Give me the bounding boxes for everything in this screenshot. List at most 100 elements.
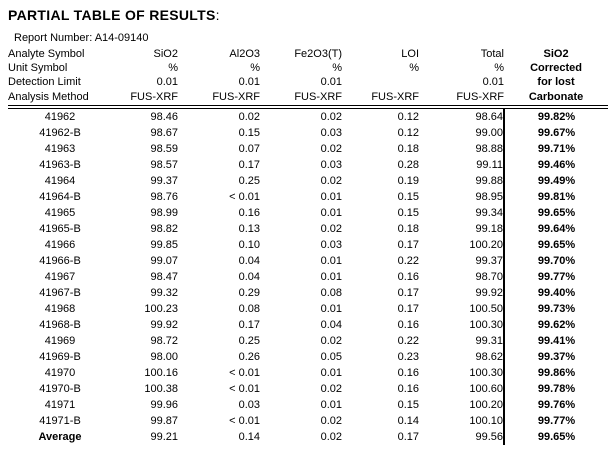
sio2-corrected-value: 99.77% — [502, 269, 609, 285]
fe2o3-value: 0.01 — [320, 270, 342, 283]
fe2o3-value: 0.02 — [320, 142, 342, 155]
table-row: 41969-B 98.00 0.26 0.05 0.23 98.62 99.37… — [8, 349, 609, 365]
fe2o3-value: 0.03 — [320, 238, 342, 251]
sample-id: 41963 — [44, 142, 76, 155]
sample-id: 41964 — [44, 174, 76, 187]
sample-id: 41969-B — [39, 350, 81, 363]
loi-value: 0.16 — [397, 366, 419, 379]
al2o3-value: 0.17 — [238, 158, 260, 171]
loi-value: 0.17 — [397, 430, 419, 443]
loi-value: 0.15 — [397, 206, 419, 219]
unit-al2o3: % — [250, 61, 260, 74]
table-row: 41967 98.47 0.04 0.01 0.16 98.70 99.77% — [8, 269, 609, 285]
sio2-corrected-value: 99.67% — [502, 125, 609, 141]
total-value: 98.64 — [475, 110, 503, 123]
total-value: 99.37 — [475, 254, 503, 267]
loi-value: 0.22 — [397, 254, 419, 267]
table-row: 41964-B 98.76 < 0.01 0.01 0.15 98.95 99.… — [8, 189, 609, 205]
sio2-corrected-value: 99.40% — [502, 285, 609, 301]
results-table: Report Number: A14-09140 Analyte Symbol … — [8, 30, 609, 445]
sample-id: 41962-B — [39, 126, 81, 139]
table-row: 41968-B 99.92 0.17 0.04 0.16 100.30 99.6… — [8, 317, 609, 333]
analyte-loi: LOI — [401, 47, 419, 60]
limit-sio2: 0.01 — [156, 75, 178, 88]
table-row: 41963-B 98.57 0.17 0.03 0.28 99.11 99.46… — [8, 157, 609, 173]
sio2-value: 98.72 — [150, 334, 178, 347]
al2o3-value: 0.14 — [238, 430, 260, 443]
unit-loi: % — [409, 61, 419, 74]
sio2-corrected-value: 99.73% — [502, 301, 609, 317]
sio2-corrected-value: 99.65% — [502, 429, 609, 445]
sio2-value: 99.92 — [150, 318, 178, 331]
al2o3-value: < 0.01 — [229, 414, 260, 427]
header-row-analyte-symbol: Analyte Symbol SiO2 Al2O3 Fe2O3(T) LOI T… — [8, 47, 608, 61]
al2o3-value: 0.26 — [238, 350, 260, 363]
total-value: 100.50 — [469, 302, 503, 315]
sample-id: 41970-B — [39, 382, 81, 395]
total-value: 98.88 — [475, 142, 503, 155]
al2o3-value: 0.16 — [238, 206, 260, 219]
al2o3-value: 0.25 — [238, 174, 260, 187]
sio2-value: 99.32 — [150, 286, 178, 299]
fe2o3-value: 0.02 — [320, 414, 342, 427]
total-value: 100.20 — [469, 238, 503, 251]
sio2-corrected-value: 99.49% — [502, 173, 609, 189]
table-row: 41970 100.16 < 0.01 0.01 0.16 100.30 99.… — [8, 365, 609, 381]
total-value: 98.95 — [475, 190, 503, 203]
loi-value: 0.17 — [397, 238, 419, 251]
header-row-analysis-method: Analysis Method FUS-XRF FUS-XRF FUS-XRF … — [8, 89, 609, 109]
total-value: 100.30 — [469, 318, 503, 331]
loi-value: 0.15 — [397, 190, 419, 203]
fe2o3-value: 0.01 — [320, 206, 342, 219]
sio2-value: 98.99 — [150, 206, 178, 219]
sio2-corrected-value: 99.41% — [502, 333, 609, 349]
sio2-corrected-value: 99.76% — [502, 397, 609, 413]
limit-al2o3: 0.01 — [238, 75, 260, 88]
sample-id: 41963-B — [39, 158, 81, 171]
sample-id: 41966-B — [39, 254, 81, 267]
table-row: 41966-B 99.07 0.04 0.01 0.22 99.37 99.70… — [8, 253, 609, 269]
loi-value: 0.22 — [397, 334, 419, 347]
total-value: 100.20 — [469, 398, 503, 411]
al2o3-value: 0.04 — [238, 254, 260, 267]
loi-value: 0.28 — [397, 158, 419, 171]
total-value: 99.00 — [475, 126, 503, 139]
sio2-corrected-value: 99.37% — [502, 349, 609, 365]
sample-id: 41971-B — [39, 414, 81, 427]
sio2-corrected-value: 99.77% — [502, 413, 609, 429]
al2o3-value: < 0.01 — [229, 190, 260, 203]
sample-id: 41964-B — [39, 190, 81, 203]
header-label-detection-limit: Detection Limit — [8, 75, 81, 88]
table-row: 41967-B 99.32 0.29 0.08 0.17 99.92 99.40… — [8, 285, 609, 301]
table-row: 41971 99.96 0.03 0.01 0.15 100.20 99.76% — [8, 397, 609, 413]
method-total: FUS-XRF — [419, 89, 504, 109]
total-value: 100.10 — [469, 414, 503, 427]
total-value: 99.56 — [475, 430, 503, 443]
fe2o3-value: 0.03 — [320, 158, 342, 171]
report-number-row: Report Number: A14-09140 — [8, 30, 608, 47]
table-row: Average 99.21 0.14 0.02 0.17 99.56 99.65… — [8, 429, 609, 445]
loi-value: 0.19 — [397, 174, 419, 187]
fe2o3-value: 0.02 — [320, 382, 342, 395]
sio2-corrected-value: 99.70% — [502, 253, 609, 269]
limit-total: 0.01 — [482, 75, 504, 88]
corrected-header-line-3: for lost — [537, 75, 575, 88]
total-value: 99.88 — [475, 174, 503, 187]
sample-id: 41967-B — [39, 286, 81, 299]
sio2-value: 100.38 — [144, 382, 178, 395]
corrected-header-line-4: Carbonate — [504, 89, 609, 109]
analyte-al2o3: Al2O3 — [229, 47, 260, 60]
fe2o3-value: 0.01 — [320, 366, 342, 379]
al2o3-value: < 0.01 — [229, 366, 260, 379]
sio2-value: 99.87 — [150, 414, 178, 427]
loi-value: 0.15 — [397, 398, 419, 411]
sio2-value: 98.47 — [150, 270, 178, 283]
analyte-fe2o3: Fe2O3(T) — [294, 47, 342, 60]
fe2o3-value: 0.01 — [320, 254, 342, 267]
total-value: 98.70 — [475, 270, 503, 283]
sio2-corrected-value: 99.65% — [502, 237, 609, 253]
analyte-sio2: SiO2 — [153, 47, 178, 60]
sio2-value: 99.37 — [150, 174, 178, 187]
loi-value: 0.23 — [397, 350, 419, 363]
